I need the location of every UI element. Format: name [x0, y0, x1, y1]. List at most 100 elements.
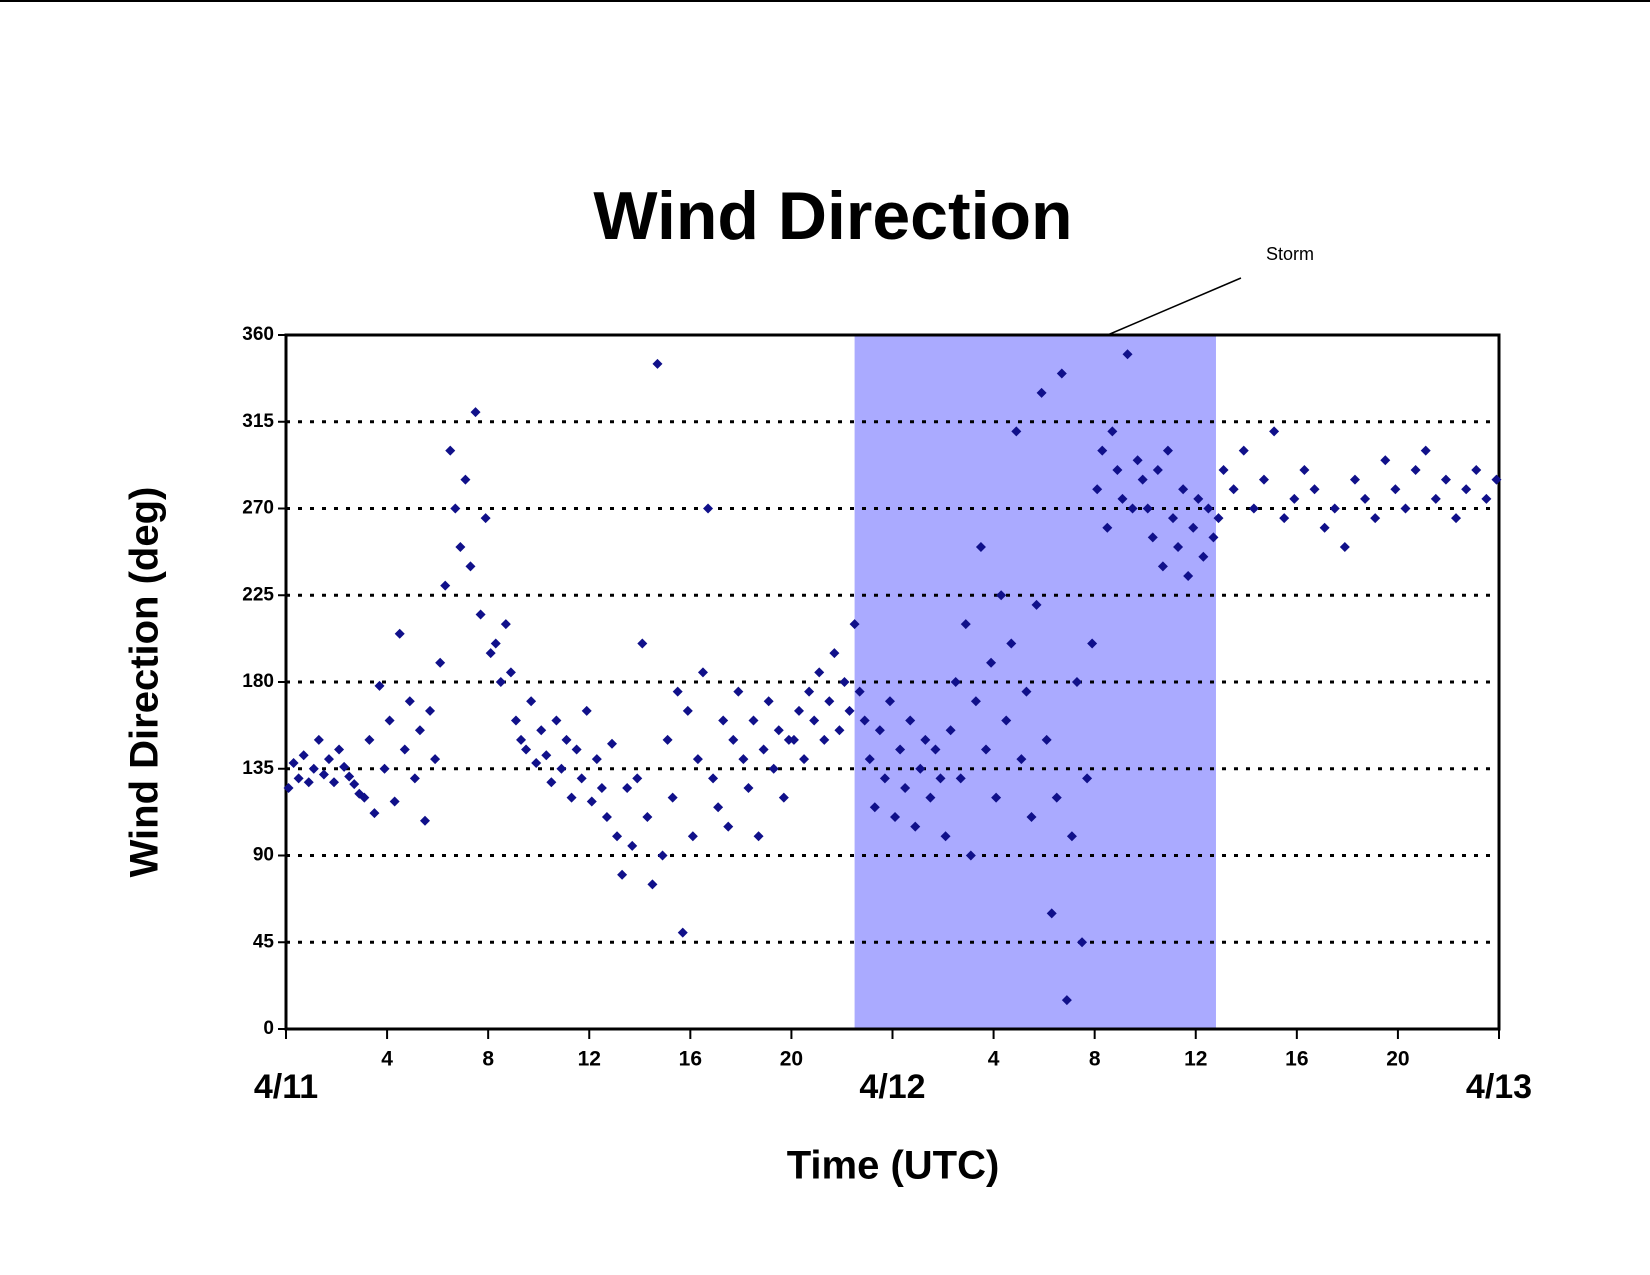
point: [1208, 532, 1219, 543]
y-tick-label: 315: [242, 411, 274, 432]
point: [996, 590, 1007, 601]
point: [384, 715, 395, 726]
point: [748, 715, 759, 726]
point: [536, 725, 547, 736]
point: [1127, 503, 1138, 514]
point: [1410, 464, 1421, 475]
point: [652, 358, 663, 369]
y-tick-label: 360: [242, 324, 274, 345]
point: [965, 850, 976, 861]
point: [793, 705, 804, 716]
point: [672, 686, 683, 697]
point: [768, 763, 779, 774]
point: [778, 792, 789, 803]
x-tick-label: 12: [1184, 1048, 1207, 1071]
point: [344, 771, 355, 782]
point: [283, 783, 294, 794]
point: [763, 696, 774, 707]
point: [713, 802, 724, 813]
y-tick-label: 135: [242, 758, 274, 779]
point: [662, 734, 673, 745]
point: [981, 744, 992, 755]
point: [1041, 734, 1052, 745]
point: [829, 648, 840, 659]
point: [697, 667, 708, 678]
point: [1051, 792, 1062, 803]
point: [526, 696, 537, 707]
point: [1370, 513, 1381, 524]
point: [1400, 503, 1411, 514]
point: [1026, 811, 1037, 822]
point: [334, 744, 345, 755]
point: [1380, 455, 1391, 466]
point: [682, 705, 693, 716]
point: [955, 773, 966, 784]
point: [394, 628, 405, 639]
point: [404, 696, 415, 707]
point: [531, 757, 542, 768]
point: [627, 840, 638, 851]
date-label: 4/13: [1466, 1068, 1532, 1106]
y-axis-title: Wind Direction (deg): [123, 487, 167, 878]
point: [799, 754, 810, 765]
point: [1193, 493, 1204, 504]
point: [465, 561, 476, 572]
point: [455, 542, 466, 553]
point: [1198, 551, 1209, 562]
point: [753, 831, 764, 842]
point: [374, 680, 385, 691]
point: [566, 792, 577, 803]
point: [854, 686, 865, 697]
point: [687, 831, 698, 842]
point: [561, 734, 572, 745]
point: [1137, 474, 1148, 485]
point: [612, 831, 623, 842]
point: [419, 815, 430, 826]
point: [1213, 513, 1224, 524]
point: [1031, 599, 1042, 610]
point: [642, 811, 653, 822]
y-tick-label: 90: [253, 845, 274, 866]
point: [1390, 484, 1401, 495]
point: [576, 773, 587, 784]
point: [601, 811, 612, 822]
x-tick-label: 8: [482, 1048, 494, 1071]
point: [1066, 831, 1077, 842]
plot-frame: [284, 333, 1501, 1031]
point: [495, 677, 506, 687]
point: [389, 796, 400, 807]
point: [1097, 445, 1108, 456]
point: [485, 648, 496, 659]
point: [1006, 638, 1017, 649]
point: [414, 725, 425, 736]
point: [1349, 474, 1360, 485]
point: [303, 777, 314, 788]
point: [1061, 995, 1072, 1006]
point: [591, 754, 602, 765]
point: [1203, 503, 1214, 514]
point: [430, 754, 441, 765]
x-tick-label: 20: [780, 1048, 803, 1071]
point: [788, 734, 799, 745]
point: [647, 879, 658, 890]
point: [480, 513, 491, 524]
point: [617, 869, 628, 880]
point: [1016, 754, 1027, 765]
point: [1071, 677, 1082, 687]
point: [1122, 349, 1133, 360]
point: [900, 783, 911, 794]
point: [677, 927, 688, 938]
x-tick-label: 12: [578, 1048, 601, 1071]
point: [814, 667, 825, 678]
point: [1258, 474, 1269, 485]
point: [1056, 368, 1067, 379]
point: [516, 734, 527, 745]
point: [505, 667, 516, 678]
point: [738, 754, 749, 765]
point: [1087, 638, 1098, 649]
point: [581, 705, 592, 716]
point: [1420, 445, 1431, 456]
point: [551, 715, 562, 726]
point: [667, 792, 678, 803]
